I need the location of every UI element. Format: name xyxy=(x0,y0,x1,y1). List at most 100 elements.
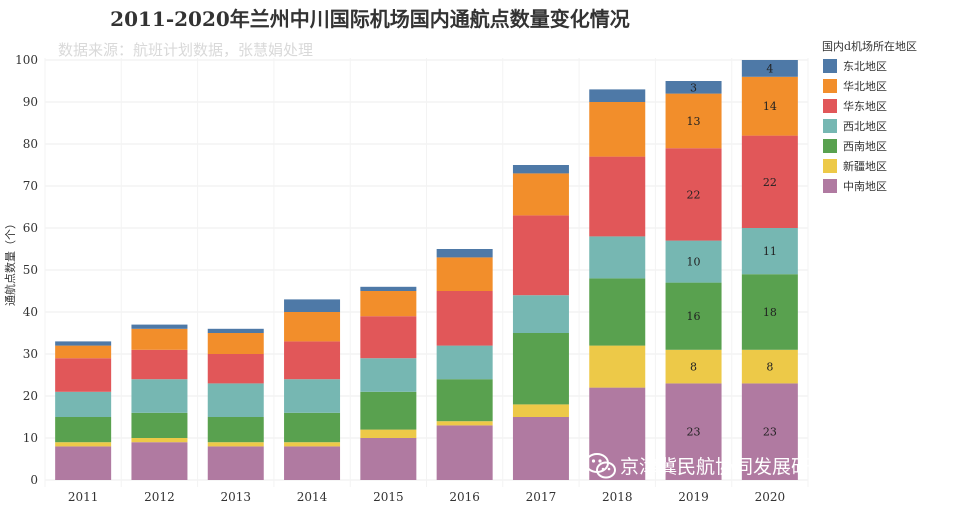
bar-segment xyxy=(207,417,264,443)
legend-label: 华北地区 xyxy=(843,79,887,93)
legend-swatch xyxy=(823,79,837,93)
bar-segment xyxy=(589,89,646,102)
data-label: 14 xyxy=(763,100,777,113)
legend-swatch xyxy=(823,119,837,133)
legend-label: 华东地区 xyxy=(843,99,887,113)
bar-segment xyxy=(360,291,417,317)
legend-label: 中南地区 xyxy=(843,180,887,193)
bar-segment xyxy=(360,438,417,480)
data-label: 3 xyxy=(690,81,697,94)
bar-segment xyxy=(665,148,722,241)
bar-segment xyxy=(589,156,646,237)
bar-segment xyxy=(284,341,341,380)
data-label: 4 xyxy=(766,62,773,75)
bars xyxy=(55,60,798,480)
x-tick-label: 2020 xyxy=(755,490,786,504)
bar-segment xyxy=(665,240,722,283)
bar-segment xyxy=(131,349,188,380)
data-label: 23 xyxy=(687,426,701,439)
x-tick-label: 2018 xyxy=(602,490,633,504)
bar-segment xyxy=(741,228,798,275)
legend-swatch xyxy=(823,179,837,193)
bar-segment xyxy=(55,446,112,480)
bar-segment xyxy=(512,295,569,333)
legend-label: 西北地区 xyxy=(843,120,887,133)
bar-segment xyxy=(131,379,188,413)
bar-segment xyxy=(360,429,417,438)
bar-segment xyxy=(436,291,493,346)
x-tick-label: 2014 xyxy=(297,490,328,504)
watermark: 京津冀民航协同发展研究中心 xyxy=(585,453,867,479)
legend-swatch xyxy=(823,159,837,173)
bar-segment xyxy=(665,93,722,149)
wechat-icon xyxy=(585,453,616,479)
x-tick-label: 2017 xyxy=(526,490,557,504)
y-tick-label: 30 xyxy=(23,347,38,361)
x-tick-label: 2019 xyxy=(678,490,709,504)
bar-segment xyxy=(589,345,646,388)
bar-segment xyxy=(512,215,569,296)
bar-segment xyxy=(55,345,112,359)
watermark-text: 京津冀民航协同发展研究中心 xyxy=(620,456,867,478)
bar-segment xyxy=(741,274,798,350)
bar-segment xyxy=(55,391,112,417)
bar-segment xyxy=(284,379,341,413)
bar-segment xyxy=(284,299,341,312)
bar-segment xyxy=(436,425,493,480)
legend-swatch xyxy=(823,59,837,73)
bar-segment xyxy=(131,442,188,480)
bar-segment xyxy=(360,391,417,430)
bar-segment xyxy=(131,328,188,350)
bar-segment xyxy=(512,173,569,216)
bar-segment xyxy=(207,333,264,354)
gridlines xyxy=(44,58,809,487)
y-axis-label: 通航点数量（个） xyxy=(3,218,17,306)
bar-segment xyxy=(207,328,264,333)
bar-segment xyxy=(436,345,493,380)
data-label: 23 xyxy=(763,426,777,439)
data-label: 8 xyxy=(766,361,773,374)
bar-segment xyxy=(284,412,341,443)
bar-segment xyxy=(207,354,264,384)
y-tick-label: 100 xyxy=(15,53,38,67)
x-tick-label: 2012 xyxy=(144,490,175,504)
x-tick-label: 2015 xyxy=(373,490,404,504)
bar-segment xyxy=(284,312,341,342)
bar-segment xyxy=(665,81,722,94)
bar-segment xyxy=(55,341,112,346)
bar-segment xyxy=(55,417,112,443)
bar-segment xyxy=(741,60,798,77)
y-tick-label: 0 xyxy=(30,473,38,487)
legend-swatch xyxy=(823,99,837,113)
bar-segment xyxy=(284,442,341,447)
bar-segment xyxy=(131,412,188,438)
data-label: 16 xyxy=(687,310,701,323)
bar-segment xyxy=(207,442,264,447)
bar-segment xyxy=(589,102,646,157)
x-tick-label: 2013 xyxy=(220,490,251,504)
bar-segment xyxy=(131,324,188,329)
data-label: 8 xyxy=(690,361,697,374)
y-tick-label: 10 xyxy=(23,431,38,445)
bar-segment xyxy=(512,333,569,405)
bar-segment xyxy=(741,76,798,136)
bar-segment xyxy=(207,446,264,480)
bar-segment xyxy=(665,383,722,480)
bar-segment xyxy=(436,421,493,426)
x-tick-label: 2016 xyxy=(449,490,480,504)
bar-segment xyxy=(589,236,646,279)
bar-segment xyxy=(665,282,722,350)
y-tick-label: 60 xyxy=(23,221,38,235)
bar-segment xyxy=(436,249,493,258)
bar-segment xyxy=(436,257,493,291)
legend-swatch xyxy=(823,139,837,153)
source-note: 数据来源：航班计划数据，张慧娟处理 xyxy=(58,41,313,59)
x-tick-label: 2011 xyxy=(68,490,99,504)
bar-segment xyxy=(360,286,417,291)
y-axis: 0 10 20 30 40 50 60 70 80 90 100 xyxy=(15,53,38,487)
data-label: 22 xyxy=(687,188,701,201)
y-tick-label: 70 xyxy=(23,179,38,193)
data-label: 10 xyxy=(687,256,701,269)
bar-segment xyxy=(55,358,112,392)
